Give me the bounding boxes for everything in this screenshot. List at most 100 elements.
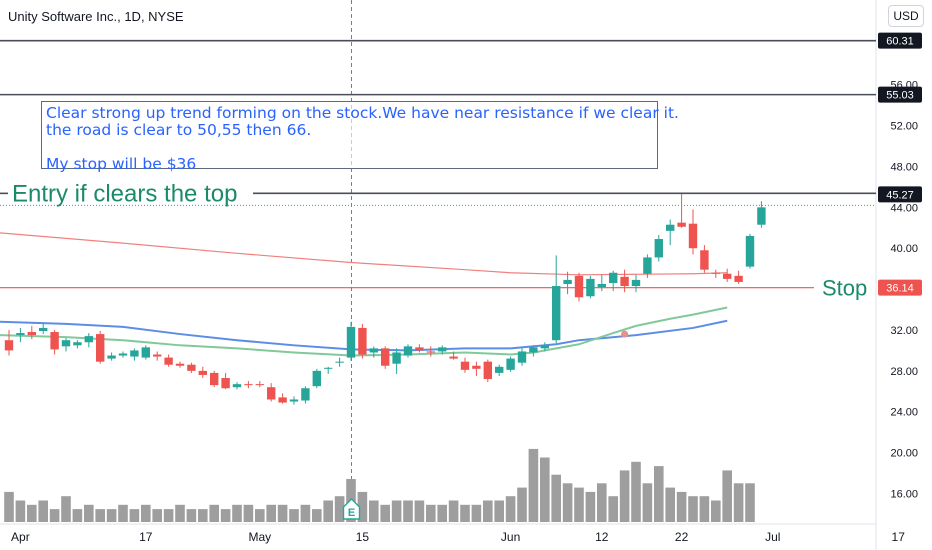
volume-bar bbox=[483, 500, 493, 522]
volume-bar bbox=[722, 470, 732, 522]
price-level-label: 55.03 bbox=[886, 90, 914, 102]
candle-up bbox=[312, 370, 321, 387]
candle-up bbox=[16, 333, 25, 336]
volume-bar bbox=[209, 504, 219, 522]
candle-down bbox=[426, 351, 435, 353]
volume-bar bbox=[460, 504, 470, 522]
volume-bar bbox=[300, 504, 311, 522]
candle-up bbox=[232, 384, 242, 388]
x-tick-label: 12 bbox=[595, 530, 609, 544]
volume-bar bbox=[220, 509, 231, 522]
volume-bar bbox=[277, 504, 288, 522]
volume-bar bbox=[505, 496, 516, 522]
x-tick-label: Jun bbox=[501, 530, 520, 544]
y-tick-label: 28.00 bbox=[890, 366, 918, 378]
volume-bar bbox=[289, 509, 299, 522]
candle-up bbox=[597, 283, 606, 288]
candle-up bbox=[517, 351, 527, 363]
volume-bar bbox=[733, 483, 744, 522]
volume-bar bbox=[38, 500, 48, 522]
candle-up bbox=[107, 355, 116, 359]
x-tick-label: 22 bbox=[675, 530, 689, 544]
volume-bar bbox=[631, 461, 641, 522]
candle-down bbox=[688, 223, 698, 249]
candle-up bbox=[563, 279, 572, 284]
candle-down bbox=[483, 361, 492, 380]
candle-up bbox=[666, 224, 675, 231]
candle-up bbox=[289, 399, 299, 402]
candle-down bbox=[677, 222, 686, 227]
volume-bar bbox=[4, 491, 14, 522]
y-tick-label: 44.00 bbox=[890, 202, 918, 214]
volume-bar bbox=[585, 491, 596, 522]
volume-bar bbox=[711, 500, 721, 522]
volume-bar bbox=[141, 504, 151, 522]
volume-bar bbox=[186, 509, 197, 522]
price-level-label: 45.27 bbox=[886, 189, 914, 201]
volume-bar bbox=[106, 509, 117, 522]
price-level-tag bbox=[878, 86, 922, 103]
candle-up bbox=[335, 361, 344, 363]
volume-bar bbox=[380, 504, 390, 522]
candle-up bbox=[586, 278, 595, 297]
price-level-tag bbox=[878, 32, 922, 49]
candle-down bbox=[734, 275, 743, 282]
x-tick-label: Jul bbox=[765, 530, 780, 544]
candle-up bbox=[346, 326, 356, 358]
candle-down bbox=[358, 327, 367, 355]
annotation-line-1: Clear strong up trend forming on the sto… bbox=[46, 104, 679, 122]
volume-bar bbox=[688, 496, 698, 522]
x-tick-label: 15 bbox=[356, 530, 370, 544]
candle-down bbox=[244, 384, 253, 386]
volume-bar bbox=[608, 496, 618, 522]
volume-bar bbox=[654, 466, 664, 522]
volume-bar bbox=[403, 500, 413, 522]
candle-down bbox=[221, 378, 230, 389]
candle-up bbox=[529, 347, 538, 353]
candle-down bbox=[4, 340, 14, 351]
candle-down bbox=[164, 357, 173, 365]
currency-button[interactable]: USD bbox=[888, 5, 924, 27]
annotation-line-3: My stop will be $36 bbox=[46, 155, 197, 173]
candle-down bbox=[175, 363, 185, 366]
volume-bar bbox=[426, 504, 436, 522]
volume-bar bbox=[699, 496, 710, 522]
candle-down bbox=[96, 334, 105, 362]
candle-down bbox=[472, 365, 481, 369]
candle-up bbox=[301, 388, 310, 401]
candle-up bbox=[506, 358, 515, 370]
volume-bar bbox=[619, 470, 630, 522]
volume-bar bbox=[391, 500, 402, 522]
volume-bar bbox=[540, 457, 550, 522]
volume-bar bbox=[49, 509, 60, 522]
x-tick-label: Apr bbox=[11, 530, 30, 544]
candle-up bbox=[438, 347, 447, 352]
price-level-label: 60.31 bbox=[886, 36, 914, 48]
candle-down bbox=[381, 348, 390, 366]
annotation-note[interactable]: Clear strong up trend forming on the sto… bbox=[41, 101, 679, 173]
candle-down bbox=[460, 361, 470, 370]
candle-down bbox=[198, 370, 207, 375]
volume-bar bbox=[27, 504, 37, 522]
volume-bar bbox=[562, 483, 573, 522]
y-tick-label: 40.00 bbox=[890, 243, 918, 255]
candle-down bbox=[723, 273, 732, 279]
candle-up bbox=[130, 350, 139, 357]
candle-up bbox=[495, 366, 504, 373]
ma_slow-line bbox=[0, 232, 728, 276]
volume-bar bbox=[642, 483, 653, 522]
candle-up bbox=[643, 257, 652, 274]
ma-cross-dot bbox=[621, 330, 629, 338]
price-level-tag bbox=[878, 186, 922, 203]
volume-bar bbox=[574, 487, 584, 522]
candle-down bbox=[700, 250, 709, 270]
volume-bar bbox=[676, 491, 687, 522]
stop-label: Stop bbox=[822, 276, 867, 301]
volume-bar bbox=[597, 483, 607, 522]
volume-bar bbox=[129, 509, 140, 522]
volume-bar bbox=[745, 483, 755, 522]
candle-down bbox=[711, 272, 720, 274]
price-level-tag bbox=[878, 279, 922, 296]
